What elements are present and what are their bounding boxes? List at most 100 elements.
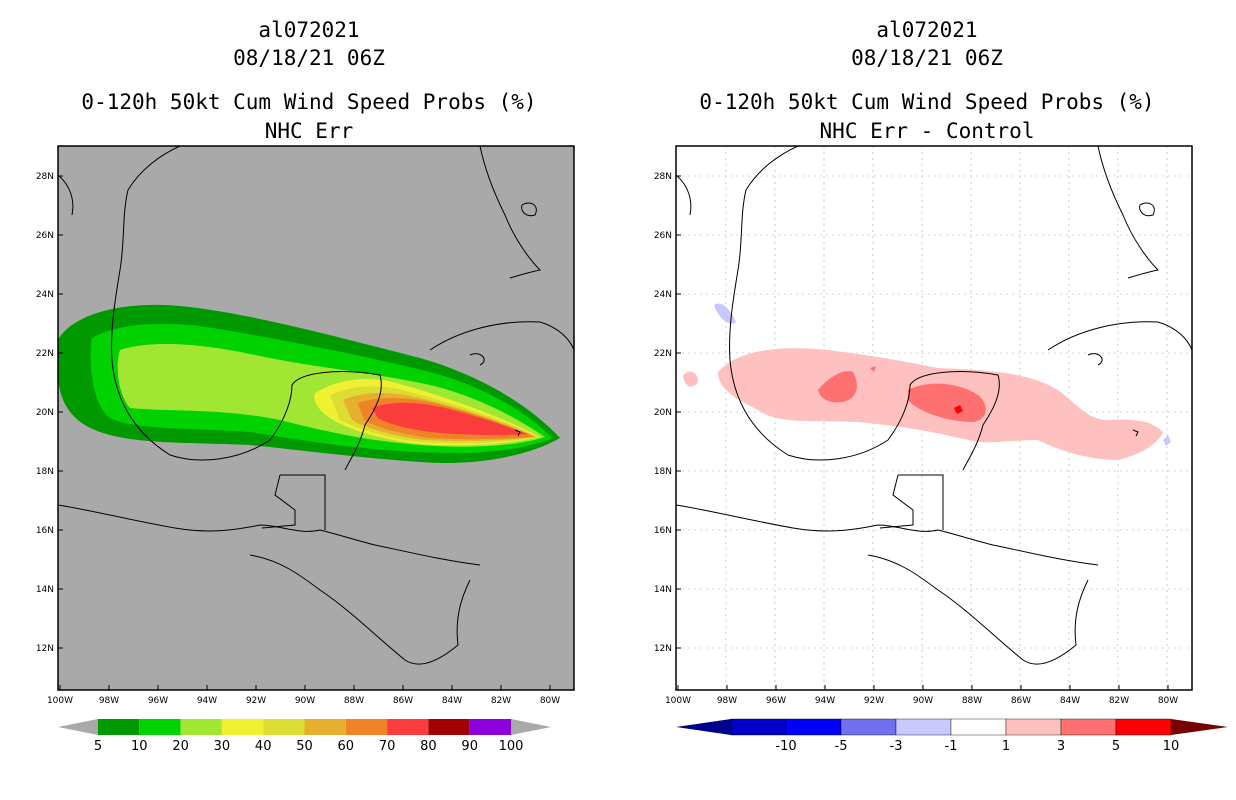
left-lat-labels: 28N 26N 24N 22N 20N 18N 16N 14N 12N [36, 172, 63, 654]
colorbar-label: -10 [775, 739, 796, 754]
colorbar-swatch [895, 718, 952, 736]
left-storm-id: al072021 [258, 18, 360, 42]
lat-label: 16N [36, 526, 54, 536]
lon-label: 80W [540, 696, 560, 706]
lat-label: 14N [36, 585, 54, 595]
lon-label: 94W [815, 696, 835, 706]
lon-label: 82W [1109, 696, 1129, 706]
colorbar-label: 5 [1112, 739, 1120, 754]
colorbar-low-arrow [58, 719, 98, 735]
lat-label: 26N [36, 231, 54, 241]
lon-label: 86W [393, 696, 413, 706]
lat-label: 18N [654, 467, 672, 477]
colorbar-swatch [304, 719, 346, 735]
lat-label: 22N [654, 349, 672, 359]
right-map-svg: 28N 26N 24N 22N 20N 18N 16N 14N 12N 100W 98W 96W 94… [654, 145, 1228, 754]
lon-label: 96W [766, 696, 786, 706]
colorbar-swatch [221, 719, 264, 735]
lat-label: 12N [654, 644, 672, 654]
lat-label: 14N [654, 585, 672, 595]
lon-label: 100W [665, 696, 691, 706]
colorbar-swatch [428, 719, 470, 735]
colorbar-label: 5 [94, 739, 102, 754]
lon-label: 82W [491, 696, 511, 706]
diff-pos-1b [683, 371, 698, 387]
lat-label: 12N [36, 644, 54, 654]
colorbar-label: 100 [499, 739, 524, 754]
lon-label: 88W [962, 696, 982, 706]
colorbar-swatch [1115, 718, 1172, 736]
colorbar-label: 80 [420, 739, 437, 754]
lat-label: 24N [36, 290, 54, 300]
left-map-frame [57, 145, 575, 691]
colorbar-label: 20 [172, 739, 189, 754]
right-lat-labels: 28N 26N 24N 22N 20N 18N 16N 14N 12N [654, 172, 681, 654]
lon-label: 92W [246, 696, 266, 706]
colorbar-swatch [469, 719, 511, 735]
right-product-title: 0-120h 50kt Cum Wind Speed Probs (%) [699, 90, 1155, 114]
colorbar-swatch [840, 718, 897, 736]
lat-label: 20N [36, 408, 54, 418]
right-map-frame [675, 145, 1193, 691]
lat-label: 24N [654, 290, 672, 300]
colorbar-swatch [1005, 718, 1062, 736]
right-subtitle: NHC Err - Control [819, 119, 1035, 143]
colorbar-swatch [139, 719, 181, 735]
lat-label: 28N [36, 172, 54, 182]
lon-label: 84W [442, 696, 462, 706]
colorbar-swatch [387, 719, 429, 735]
lon-label: 84W [1060, 696, 1080, 706]
colorbar-label: 90 [461, 739, 478, 754]
lon-label: 94W [197, 696, 217, 706]
right-difference-contours [683, 303, 1171, 460]
colorbar-label: -5 [835, 739, 848, 754]
lat-label: 16N [654, 526, 672, 536]
lon-label: 88W [344, 696, 364, 706]
colorbar-label: -1 [945, 739, 958, 754]
lon-label: 90W [913, 696, 933, 706]
colorbar-swatch [263, 719, 305, 735]
diff-pos-3b [908, 383, 986, 422]
lon-label: 86W [1011, 696, 1031, 706]
colorbar-label: 10 [1163, 739, 1180, 754]
colorbar-swatch [98, 719, 140, 735]
diff-pos-5 [954, 405, 963, 414]
lon-label: 98W [717, 696, 737, 706]
colorbar-high-arrow [1171, 719, 1228, 735]
colorbar-swatch [180, 719, 222, 735]
lon-label: 98W [99, 696, 119, 706]
colorbar-label: 3 [1057, 739, 1065, 754]
colorbar-label: 30 [214, 739, 231, 754]
left-coastlines [58, 146, 574, 665]
lon-label: 80W [1158, 696, 1178, 706]
right-lon-labels: 100W 98W 96W 94W 92W 90W 88W 86W 84W 82W 80W [665, 685, 1178, 706]
left-probability-contours [58, 304, 560, 463]
lat-label: 22N [36, 349, 54, 359]
lat-label: 28N [654, 172, 672, 182]
diff-pos-3a [818, 371, 857, 403]
colorbar-swatch [950, 718, 1007, 736]
left-map-svg: 28N 26N 24N 22N 20N 18N 16N 14N 12N 100W 98W 96W 94… [36, 145, 575, 754]
right-date: 08/18/21 06Z [851, 46, 1003, 70]
colorbar-label: 40 [255, 739, 272, 754]
diff-neg-1b [1163, 435, 1171, 446]
lon-label: 92W [864, 696, 884, 706]
contour-70 [372, 402, 528, 436]
lat-label: 26N [654, 231, 672, 241]
right-colorbar: -10 -5 -3 -1 1 3 5 10 [676, 718, 1228, 754]
colorbar-high-arrow [511, 719, 551, 735]
left-product-title: 0-120h 50kt Cum Wind Speed Probs (%) [81, 90, 537, 114]
left-subtitle: NHC Err [264, 119, 354, 143]
diff-pos-3c [870, 366, 876, 372]
left-lon-labels: 100W 98W 96W 94W 92W 90W 88W 86W 84W 82W 80W [47, 685, 560, 706]
right-storm-id: al072021 [876, 18, 978, 42]
colorbar-swatch [1060, 718, 1117, 736]
colorbar-label: 60 [338, 739, 355, 754]
lat-label: 18N [36, 467, 54, 477]
right-coastlines [676, 146, 1192, 665]
lon-label: 96W [148, 696, 168, 706]
colorbar-label: 10 [131, 739, 148, 754]
lon-label: 100W [47, 696, 73, 706]
colorbar-label: 70 [379, 739, 396, 754]
colorbar-label: 50 [296, 739, 313, 754]
